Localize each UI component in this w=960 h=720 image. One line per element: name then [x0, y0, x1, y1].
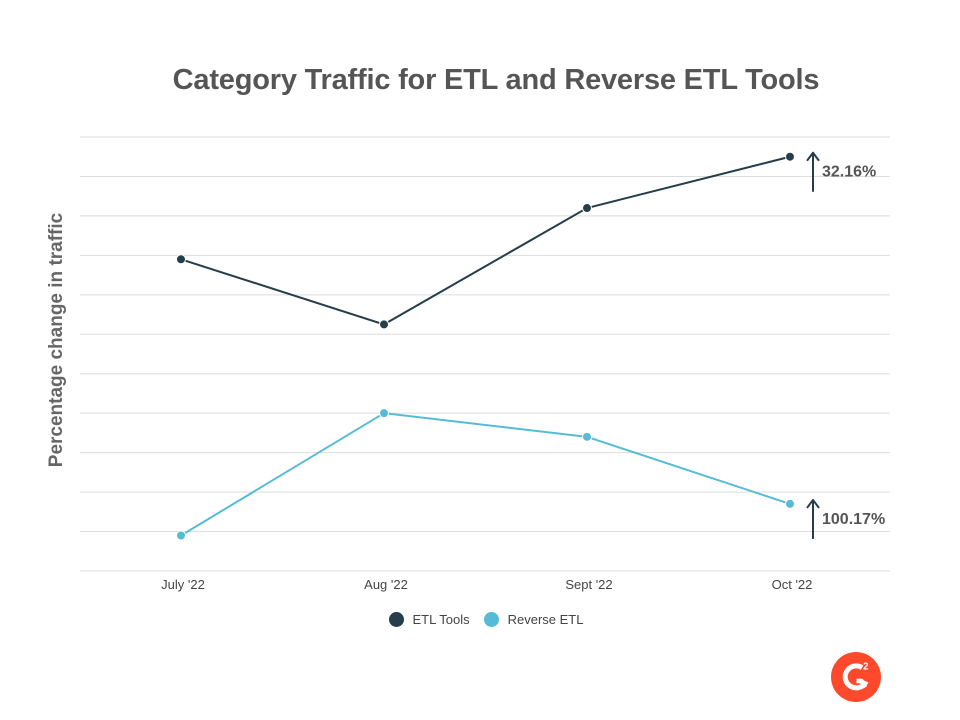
legend: ETL Tools Reverse ETL: [0, 612, 960, 627]
legend-label-reverse-etl: Reverse ETL: [507, 612, 584, 627]
annotation-arrowhead: [806, 151, 820, 162]
data-point-reverse-etl[interactable]: [785, 498, 795, 509]
data-point-etl-tools[interactable]: [582, 203, 592, 214]
legend-swatch-etl-tools: [388, 612, 404, 627]
annotation-arrowhead: [806, 498, 820, 509]
series-line-etl-tools: [180, 155, 791, 326]
x-tick-label: Sept '22: [565, 577, 612, 592]
data-point-reverse-etl[interactable]: [582, 431, 592, 442]
legend-label-etl-tools: ETL Tools: [412, 612, 470, 627]
legend-item-reverse-etl[interactable]: Reverse ETL: [483, 612, 584, 627]
x-tick-label: Aug '22: [364, 577, 408, 592]
data-point-reverse-etl[interactable]: [176, 530, 186, 541]
g2-logo-icon: 2: [831, 652, 881, 702]
x-tick-label: Oct '22: [772, 577, 813, 592]
data-point-etl-tools[interactable]: [176, 254, 186, 265]
annotation-label: 32.16%: [822, 164, 876, 181]
x-tick-label: July '22: [161, 577, 205, 592]
data-point-etl-tools[interactable]: [379, 319, 389, 330]
series-line-reverse-etl: [180, 412, 791, 537]
legend-item-etl-tools[interactable]: ETL Tools: [388, 612, 470, 627]
chart-title: Category Traffic for ETL and Reverse ETL…: [172, 64, 820, 96]
data-point-reverse-etl[interactable]: [379, 408, 389, 419]
svg-text:2: 2: [863, 662, 869, 673]
legend-swatch-reverse-etl: [483, 612, 499, 627]
data-point-etl-tools[interactable]: [785, 151, 795, 162]
annotation-label: 100.17%: [822, 511, 885, 528]
